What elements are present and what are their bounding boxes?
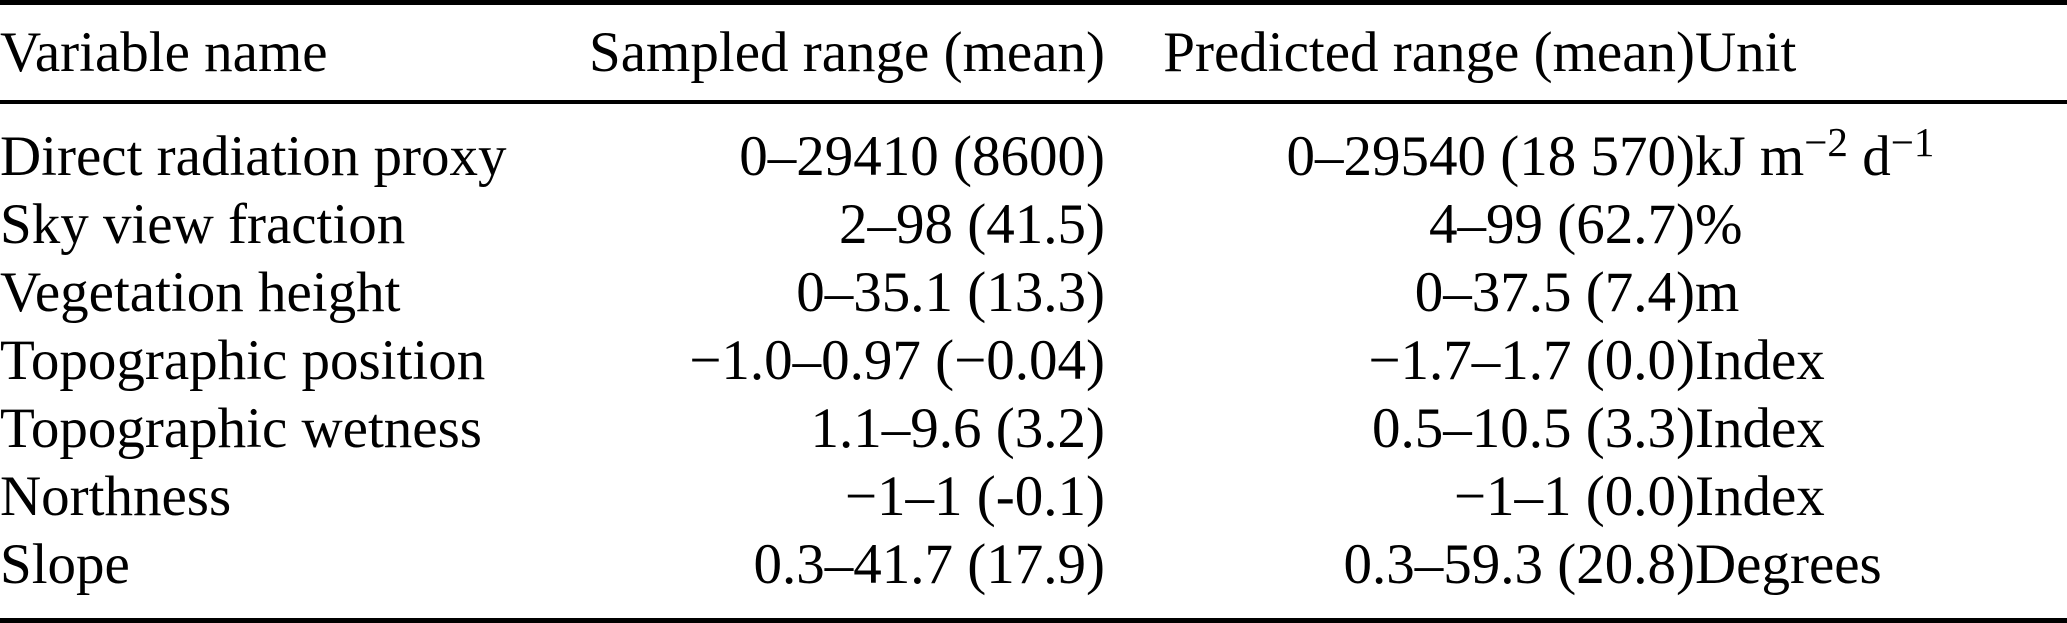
variable-name-cell: Slope (0, 532, 130, 596)
header-row: Variable name Sampled range (mean) Predi… (0, 2, 2067, 104)
predicted-range-cell: 4–99 (62.7) (1429, 192, 1695, 256)
predicted-range-cell: 0.3–59.3 (20.8) (1343, 532, 1695, 596)
predicted-range-cell: 0.5–10.5 (3.3) (1372, 396, 1695, 460)
table-row: Vegetation height 0–35.1 (13.3) 0–37.5 (… (0, 258, 2067, 326)
sampled-range-cell: −1.0–0.97 (−0.04) (689, 328, 1105, 392)
table-row: Northness −1–1 (-0.1) −1–1 (0.0) Index (0, 462, 2067, 530)
column-header-sampled-range: Sampled range (mean) (560, 2, 1105, 104)
sampled-range-cell: 0–29410 (8600) (739, 124, 1105, 188)
unit-text: m (1695, 260, 1740, 324)
sampled-range-cell: −1–1 (-0.1) (844, 464, 1105, 528)
column-header-variable-name: Variable name (0, 2, 560, 104)
variable-name-cell: Direct radiation proxy (0, 124, 507, 188)
predicted-range-cell: −1–1 (0.0) (1453, 464, 1695, 528)
unit-cell: Index (1695, 394, 2067, 462)
table-header: Variable name Sampled range (mean) Predi… (0, 2, 2067, 104)
column-header-predicted-range: Predicted range (mean) (1105, 2, 1695, 104)
unit-cell: Degrees (1695, 530, 2067, 621)
variable-name-cell: Vegetation height (0, 260, 401, 324)
variable-name-cell: Topographic position (0, 328, 486, 392)
unit-superscript: −2 (1804, 119, 1848, 166)
sampled-range-cell: 0–35.1 (13.3) (796, 260, 1105, 324)
column-header-unit: Unit (1695, 2, 2067, 104)
table-row: Topographic position −1.0–0.97 (−0.04) −… (0, 326, 2067, 394)
unit-text: d (1847, 124, 1891, 188)
predicted-range-cell: 0–29540 (18 570) (1286, 124, 1695, 188)
table-row: Direct radiation proxy 0–29410 (8600) 0–… (0, 102, 2067, 190)
unit-cell: Index (1695, 462, 2067, 530)
variable-name-cell: Topographic wetness (0, 396, 482, 460)
sampled-range-cell: 2–98 (41.5) (839, 192, 1105, 256)
table-body: Direct radiation proxy 0–29410 (8600) 0–… (0, 102, 2067, 621)
table-row: Sky view fraction 2–98 (41.5) 4–99 (62.7… (0, 190, 2067, 258)
unit-cell: m (1695, 258, 2067, 326)
table-row: Slope 0.3–41.7 (17.9) 0.3–59.3 (20.8) De… (0, 530, 2067, 621)
variable-name-cell: Sky view fraction (0, 192, 406, 256)
unit-text: Index (1695, 328, 1825, 392)
unit-text: % (1695, 192, 1743, 256)
unit-cell: kJ m−2 d−1 (1695, 102, 2067, 190)
unit-text: Index (1695, 396, 1825, 460)
predicted-range-cell: 0–37.5 (7.4) (1414, 260, 1695, 324)
predicted-range-cell: −1.7–1.7 (0.0) (1368, 328, 1695, 392)
unit-cell: Index (1695, 326, 2067, 394)
table-row: Topographic wetness 1.1–9.6 (3.2) 0.5–10… (0, 394, 2067, 462)
sampled-range-cell: 1.1–9.6 (3.2) (810, 396, 1105, 460)
unit-superscript: −1 (1890, 119, 1935, 166)
unit-text: kJ m (1695, 124, 1805, 188)
variable-name-cell: Northness (0, 464, 232, 528)
unit-text: Degrees (1695, 532, 1882, 596)
unit-text: Index (1695, 464, 1825, 528)
sampled-range-cell: 0.3–41.7 (17.9) (753, 532, 1105, 596)
unit-cell: % (1695, 190, 2067, 258)
